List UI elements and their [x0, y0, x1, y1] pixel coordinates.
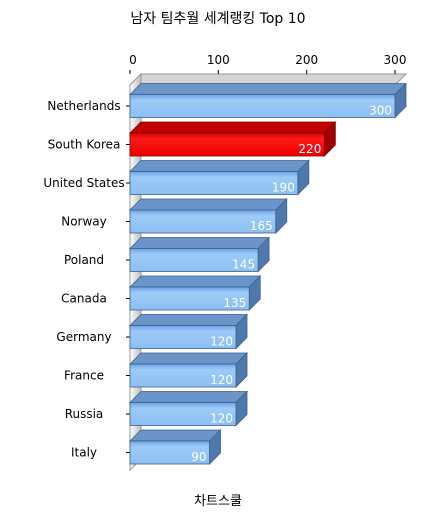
- category-label: Norway: [61, 215, 107, 229]
- x-tick-label: 0: [129, 53, 137, 67]
- bar-france: [129, 352, 248, 388]
- chart-footer: 차트스쿨: [194, 494, 242, 509]
- bar-front-face: [129, 132, 325, 157]
- bar-top-face: [129, 429, 222, 442]
- bar-front-face: [129, 209, 277, 234]
- bar-top-face: [129, 275, 262, 288]
- bar-south-korea: [129, 121, 337, 157]
- bar-top-face: [129, 198, 288, 211]
- value-label: 220: [298, 142, 321, 156]
- value-label: 165: [250, 219, 273, 233]
- x-tick-label: 100: [207, 53, 230, 67]
- bar-front-face: [129, 248, 259, 272]
- value-label: 300: [369, 104, 392, 118]
- x-tick-label: 200: [295, 53, 318, 67]
- bar-front-face: [129, 363, 237, 388]
- category-label: Canada: [61, 292, 107, 306]
- value-label: 120: [210, 335, 233, 349]
- category-label: Russia: [65, 407, 104, 421]
- bar-front-face: [129, 286, 250, 311]
- bar-poland: [129, 236, 271, 273]
- bar-germany: [129, 313, 248, 350]
- bar-top-face: [129, 314, 248, 326]
- bar-front-face: [129, 325, 237, 349]
- bar-top-face: [129, 121, 337, 134]
- bar-top-face: [129, 160, 310, 172]
- value-label: 120: [210, 412, 233, 426]
- category-label: Netherlands: [47, 99, 120, 113]
- category-label: France: [64, 369, 104, 383]
- bar-netherlands: [129, 82, 407, 119]
- bar-italy: [129, 429, 222, 465]
- value-label: 135: [223, 296, 246, 310]
- category-label: Poland: [64, 253, 104, 267]
- value-label: 90: [191, 450, 206, 464]
- bar-top-face: [129, 83, 407, 95]
- bar-united-states: [129, 159, 310, 196]
- value-label: 190: [272, 181, 295, 195]
- bar-front-face: [129, 440, 210, 465]
- category-label: United States: [43, 176, 124, 190]
- bar-top-face: [129, 352, 248, 365]
- bar-front-face: [129, 94, 396, 118]
- bar-canada: [129, 275, 262, 311]
- bar-top-face: [129, 237, 271, 249]
- chart-title: 남자 팀추월 세계랭킹 Top 10: [130, 11, 306, 27]
- bar-front-face: [129, 402, 237, 426]
- x-tick-label: 300: [384, 53, 407, 67]
- category-label: South Korea: [48, 138, 121, 152]
- value-label: 145: [232, 258, 255, 272]
- category-label: Italy: [71, 446, 97, 460]
- bar-russia: [129, 390, 248, 427]
- bar-norway: [129, 198, 288, 234]
- category-label: Germany: [56, 330, 111, 344]
- value-label: 120: [210, 373, 233, 387]
- bar-front-face: [129, 171, 299, 195]
- bar-top-face: [129, 391, 248, 403]
